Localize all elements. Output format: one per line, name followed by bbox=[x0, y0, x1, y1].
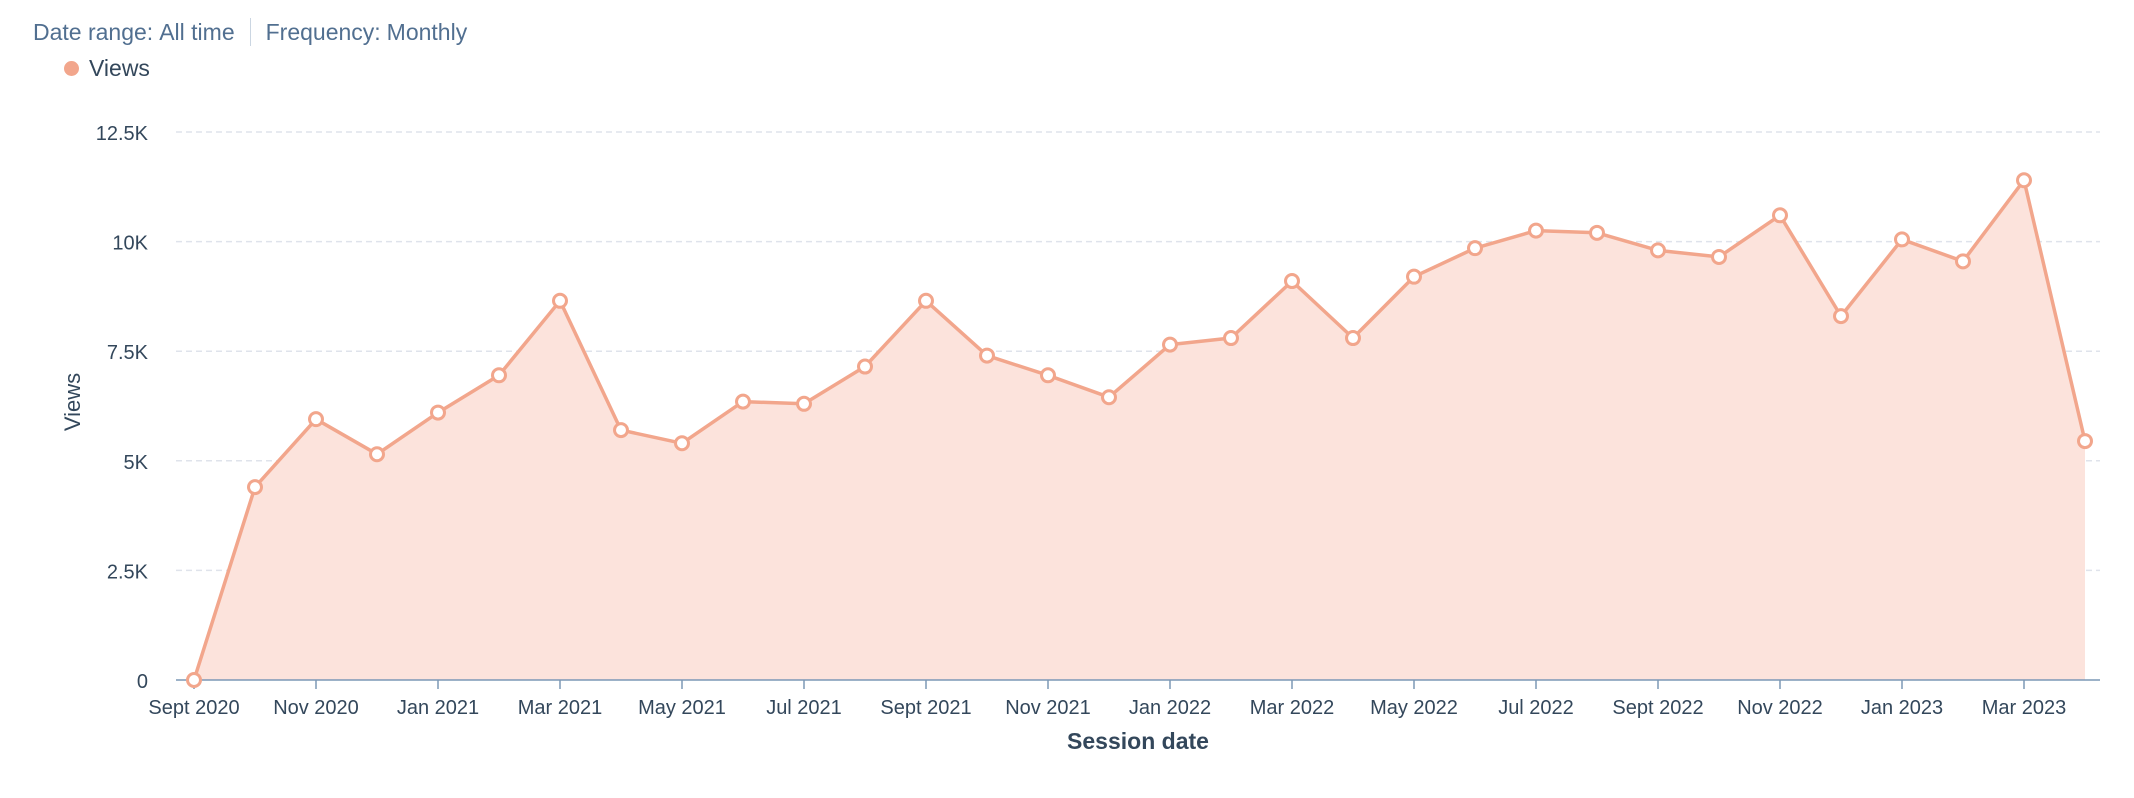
data-point[interactable] bbox=[1040, 367, 1056, 384]
filter-bar: Date range: All time Frequency: Monthly bbox=[33, 18, 467, 46]
data-point[interactable] bbox=[430, 404, 446, 421]
series-area bbox=[192, 178, 2087, 681]
date-range-label: Date range: bbox=[33, 18, 154, 45]
y-tick-label: 7.5K bbox=[107, 342, 149, 364]
data-point[interactable] bbox=[552, 292, 568, 309]
y-tick-label: 5K bbox=[124, 452, 149, 474]
x-tick-label: Jan 2023 bbox=[1861, 697, 1943, 719]
data-point[interactable] bbox=[735, 393, 751, 410]
y-axis-title: Views bbox=[60, 373, 85, 431]
y-tick-label: 10K bbox=[112, 233, 148, 255]
x-tick-label: Jul 2022 bbox=[1498, 697, 1574, 719]
data-point[interactable] bbox=[247, 479, 263, 496]
x-tick-label: Nov 2020 bbox=[273, 697, 359, 719]
data-point[interactable] bbox=[857, 358, 873, 375]
legend-swatch bbox=[64, 61, 79, 76]
data-point[interactable] bbox=[979, 347, 995, 364]
data-point[interactable] bbox=[308, 411, 324, 428]
data-point[interactable] bbox=[186, 672, 202, 688]
data-point[interactable] bbox=[491, 367, 507, 384]
data-point[interactable] bbox=[1833, 308, 1849, 325]
x-tick-label: Sept 2021 bbox=[880, 697, 971, 719]
data-point[interactable] bbox=[1162, 336, 1178, 353]
frequency-value[interactable]: Monthly bbox=[386, 18, 468, 45]
data-point[interactable] bbox=[1650, 242, 1666, 259]
y-tick-label: 0 bbox=[137, 671, 148, 693]
data-point[interactable] bbox=[2016, 172, 2032, 189]
data-point[interactable] bbox=[1589, 224, 1605, 241]
x-axis-title: Session date bbox=[1067, 728, 1209, 754]
data-point[interactable] bbox=[1711, 248, 1727, 265]
data-point[interactable] bbox=[918, 292, 934, 309]
x-tick-label: May 2021 bbox=[638, 697, 726, 719]
x-tick-label: Nov 2021 bbox=[1005, 697, 1091, 719]
data-point[interactable] bbox=[1406, 268, 1422, 285]
date-range-value[interactable]: All time bbox=[159, 18, 235, 45]
x-tick-label: Jan 2022 bbox=[1129, 697, 1211, 719]
data-point[interactable] bbox=[796, 395, 812, 412]
data-point[interactable] bbox=[1223, 330, 1239, 347]
y-tick-label: 12.5K bbox=[96, 123, 149, 145]
x-tick-label: Mar 2023 bbox=[1982, 697, 2067, 719]
data-point[interactable] bbox=[1467, 240, 1483, 257]
data-point[interactable] bbox=[369, 446, 385, 463]
x-tick-label: Sept 2022 bbox=[1612, 697, 1703, 719]
frequency-label: Frequency: bbox=[265, 18, 381, 45]
data-point[interactable] bbox=[1101, 389, 1117, 406]
frequency-filter[interactable]: Frequency: Monthly bbox=[266, 19, 468, 46]
data-point[interactable] bbox=[1345, 330, 1361, 347]
data-point[interactable] bbox=[1955, 253, 1971, 270]
series-line bbox=[192, 178, 2087, 681]
date-range-filter[interactable]: Date range: All time bbox=[33, 19, 235, 46]
data-point[interactable] bbox=[2077, 433, 2093, 450]
chart-legend: Views bbox=[64, 55, 150, 82]
x-tick-label: Nov 2022 bbox=[1737, 697, 1823, 719]
x-tick-label: Sept 2020 bbox=[148, 697, 239, 719]
data-point[interactable] bbox=[1528, 222, 1544, 239]
data-point[interactable] bbox=[1772, 207, 1788, 224]
series-fill bbox=[194, 180, 2085, 680]
y-tick-label: 2.5K bbox=[107, 561, 149, 583]
x-tick-label: Mar 2022 bbox=[1250, 697, 1335, 719]
x-tick-label: Jul 2021 bbox=[766, 697, 842, 719]
axes: 0 2.5K 5K 7.5K 10K 12.5K Sept 2020 Nov 2020 Jan … bbox=[96, 123, 2100, 719]
series-points bbox=[186, 172, 2093, 688]
data-point[interactable] bbox=[1284, 273, 1300, 290]
data-point[interactable] bbox=[613, 422, 629, 439]
x-tick-label: May 2022 bbox=[1370, 697, 1458, 719]
x-tick-label: Jan 2021 bbox=[397, 697, 479, 719]
data-point[interactable] bbox=[674, 435, 690, 452]
filter-divider bbox=[249, 18, 251, 46]
legend-label-views[interactable]: Views bbox=[89, 55, 150, 81]
data-point[interactable] bbox=[1894, 231, 1910, 248]
x-tick-label: Mar 2021 bbox=[518, 697, 603, 719]
